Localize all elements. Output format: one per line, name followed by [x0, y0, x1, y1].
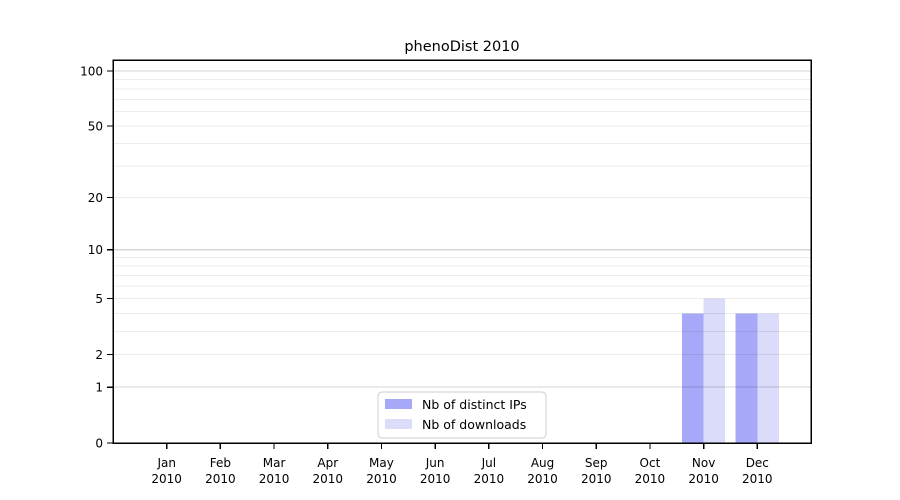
x-tick-label-month-nov: Nov — [692, 456, 715, 470]
x-tick-label-year-jul: 2010 — [474, 472, 505, 486]
x-tick-label-month-feb: Feb — [210, 456, 231, 470]
x-tick-label-month-sep: Sep — [585, 456, 608, 470]
legend-swatch-distinct-ips — [385, 399, 412, 409]
x-tick-label-month-may: May — [369, 456, 394, 470]
y-tick-label-5: 5 — [95, 292, 103, 306]
plot-border — [112, 59, 812, 444]
bar-dec-distinct-ips — [735, 313, 758, 443]
bar-nov-distinct-ips — [682, 313, 704, 443]
x-tick-label-year-jan: 2010 — [151, 472, 182, 486]
y-tick-label-100: 100 — [80, 65, 103, 79]
y-tick-label-50: 50 — [88, 120, 103, 134]
x-tick-label-month-oct: Oct — [640, 456, 661, 470]
x-tick-label-month-jul: Jul — [481, 456, 496, 470]
x-tick-label-year-feb: 2010 — [205, 472, 236, 486]
x-tick-label-month-aug: Aug — [531, 456, 554, 470]
x-tick-label-month-apr: Apr — [317, 456, 338, 470]
legend-swatch-downloads — [385, 419, 412, 429]
y-tick-label-10: 10 — [88, 243, 103, 257]
x-tick-label-year-may: 2010 — [366, 472, 397, 486]
x-tick-label-month-mar: Mar — [263, 456, 286, 470]
x-tick-label-year-jun: 2010 — [420, 472, 451, 486]
bar-dec-downloads — [757, 313, 779, 443]
legend-label-distinct-ips: Nb of distinct IPs — [422, 397, 527, 412]
x-tick-label-year-aug: 2010 — [527, 472, 558, 486]
x-tick-label-month-jun: Jun — [425, 456, 445, 470]
legend-box — [377, 391, 547, 439]
y-tick-label-2: 2 — [95, 348, 103, 362]
x-tick-label-year-nov: 2010 — [688, 472, 719, 486]
x-tick-label-year-oct: 2010 — [635, 472, 666, 486]
y-tick-label-20: 20 — [88, 191, 103, 205]
bar-nov-downloads — [703, 298, 726, 443]
y-tick-label-0: 0 — [95, 437, 103, 451]
legend-label-downloads: Nb of downloads — [422, 417, 526, 432]
x-tick-label-year-apr: 2010 — [312, 472, 343, 486]
x-tick-label-year-mar: 2010 — [259, 472, 290, 486]
x-tick-label-year-sep: 2010 — [581, 472, 612, 486]
chart-title: phenoDist 2010 — [404, 39, 519, 55]
y-tick-label-1: 1 — [95, 381, 103, 395]
x-tick-label-year-dec: 2010 — [742, 472, 773, 486]
x-tick-label-month-jan: Jan — [156, 456, 176, 470]
x-tick-label-month-dec: Dec — [746, 456, 769, 470]
